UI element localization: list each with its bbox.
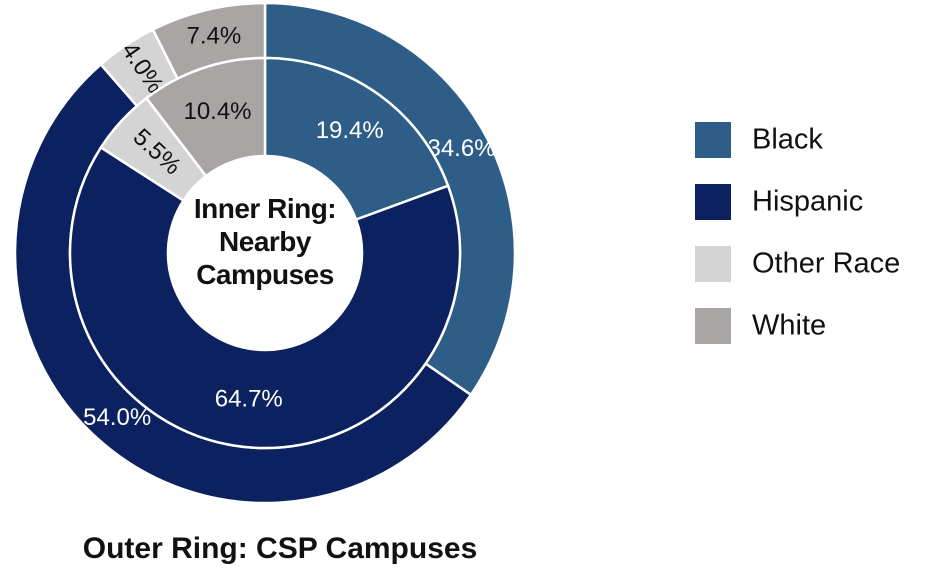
- outer-ring-label: Outer Ring: CSP Campuses: [83, 532, 478, 565]
- legend-label: Black: [752, 124, 823, 156]
- legend-swatch: [695, 308, 731, 344]
- donut-slice: [68, 145, 462, 450]
- donut-slice: [144, 56, 267, 178]
- data-label: 7.4%: [187, 22, 242, 49]
- data-label: 34.6%: [427, 135, 495, 162]
- data-label: 19.4%: [316, 117, 384, 144]
- data-label: 10.4%: [183, 98, 251, 125]
- data-label: 64.7%: [215, 385, 283, 412]
- legend-swatch: [695, 246, 731, 282]
- data-label: 54.0%: [83, 404, 151, 431]
- legend-label: Other Race: [752, 248, 900, 280]
- legend-label: Hispanic: [752, 186, 863, 218]
- inner-ring-label: Inner Ring: Nearby Campuses: [193, 193, 337, 290]
- legend-label: White: [752, 310, 826, 342]
- donut-slice: [263, 56, 450, 222]
- legend-swatch: [695, 122, 731, 158]
- legend-swatch: [695, 184, 731, 220]
